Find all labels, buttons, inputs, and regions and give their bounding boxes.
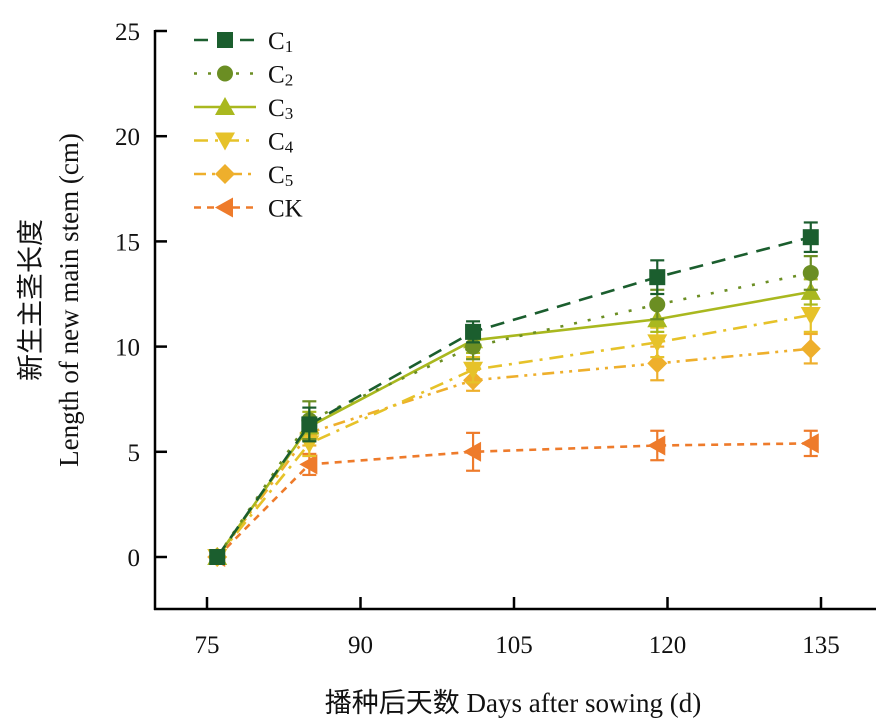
- legend-item-C4: C4: [194, 129, 294, 157]
- data-point: [800, 338, 821, 359]
- legend-subscript: 5: [285, 171, 294, 190]
- series-C1: [209, 221, 819, 565]
- data-point: [647, 334, 668, 353]
- y-tick-label: 5: [128, 440, 141, 467]
- data-point: [649, 296, 666, 313]
- legend-marker-triangle-up: [215, 97, 235, 115]
- x-tick-label: 135: [802, 632, 840, 659]
- series-C5: [207, 332, 821, 567]
- y-axis-title-cn: 新生主茎长度: [16, 219, 46, 381]
- series-line-CK: [216, 442, 811, 558]
- legend-label: C5: [268, 162, 293, 190]
- legend-item-CK: CK: [194, 196, 303, 223]
- data-point: [301, 416, 318, 433]
- legend-marker-square: [217, 32, 233, 48]
- y-tick-label: 10: [115, 335, 140, 362]
- y-tick-label: 25: [115, 19, 140, 46]
- legend-marker-triangle-left: [215, 197, 233, 218]
- legend-subscript: 2: [285, 71, 294, 90]
- series-C3: [207, 278, 821, 565]
- y-axis-title: Length of new main stem (cm): [54, 133, 84, 467]
- legend-marker-circle: [217, 65, 233, 82]
- x-tick-label: 105: [495, 632, 533, 659]
- data-point: [463, 361, 484, 380]
- x-tick-label: 120: [649, 632, 687, 659]
- y-tick-label: 0: [128, 545, 141, 572]
- series-line-C1: [216, 235, 812, 558]
- data-point: [647, 353, 668, 374]
- legend-subscript: 1: [285, 37, 294, 56]
- data-point: [802, 229, 819, 246]
- legend-marker-diamond: [215, 164, 235, 184]
- x-tick-label: 75: [195, 632, 220, 659]
- y-tick-label: 20: [115, 124, 140, 151]
- series-C2: [209, 255, 819, 565]
- legend-label: C3: [268, 95, 293, 123]
- data-point: [209, 549, 226, 565]
- data-point: [800, 281, 821, 300]
- legend-item-C3: C3: [194, 95, 293, 123]
- legend: C1 C2 C3 C4 C5 CK: [194, 28, 303, 223]
- x-axis-title: 播种后天数 Days after sowing (d): [325, 688, 701, 718]
- legend-item-C1: C1: [194, 28, 293, 56]
- data-point: [800, 433, 819, 454]
- series-CK: [207, 429, 819, 567]
- legend-label: CK: [268, 196, 303, 223]
- data-point: [649, 269, 666, 286]
- data-point: [802, 264, 819, 281]
- legend-subscript: 3: [285, 104, 294, 123]
- legend-item-C2: C2: [194, 62, 293, 90]
- plot-area: [207, 221, 821, 567]
- x-tick-label: 90: [348, 632, 373, 659]
- data-point: [299, 454, 318, 475]
- legend-item-C5: C5: [194, 162, 293, 190]
- data-point: [465, 323, 482, 340]
- series-line-C4: [216, 313, 811, 558]
- series-C4: [207, 297, 821, 567]
- legend-label: C1: [268, 28, 293, 56]
- legend-subscript: 4: [285, 138, 294, 157]
- y-tick-label: 15: [115, 229, 140, 256]
- data-point: [647, 435, 666, 456]
- legend-label: C4: [268, 129, 294, 157]
- data-point: [800, 307, 821, 326]
- data-point: [463, 441, 482, 462]
- legend-marker-triangle-down: [215, 132, 235, 151]
- legend-label: C2: [268, 62, 293, 90]
